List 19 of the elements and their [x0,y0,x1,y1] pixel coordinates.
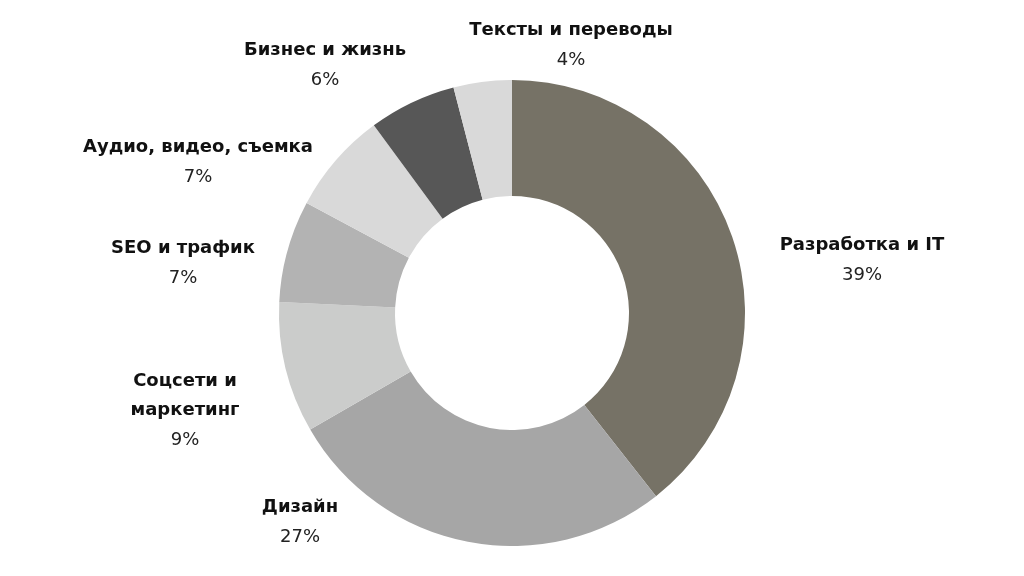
data-label: 7% [168,266,198,287]
slice-label: Соцсети и маркетинг [130,369,240,419]
donut-slice [453,80,512,200]
data-label: 9% [170,428,200,449]
data-label: 6% [310,68,340,89]
slice-label: Аудио, видео, съемка [83,135,313,156]
slice-label: SEO и трафик [111,236,255,257]
data-label: 39% [841,263,883,284]
slice-label: Разработка и IT [779,233,946,254]
donut-slice [279,301,411,430]
data-label: 27% [279,525,321,546]
donut-slice [279,202,409,308]
donut-slice [373,87,483,219]
slice-label: Тексты и переводы [469,18,673,39]
data-label: 4% [556,48,586,69]
data-label: 7% [183,165,213,186]
donut-slice [512,80,745,497]
slice-label: Бизнес и жизнь [243,38,407,59]
slice-label: Дизайн [261,495,339,516]
